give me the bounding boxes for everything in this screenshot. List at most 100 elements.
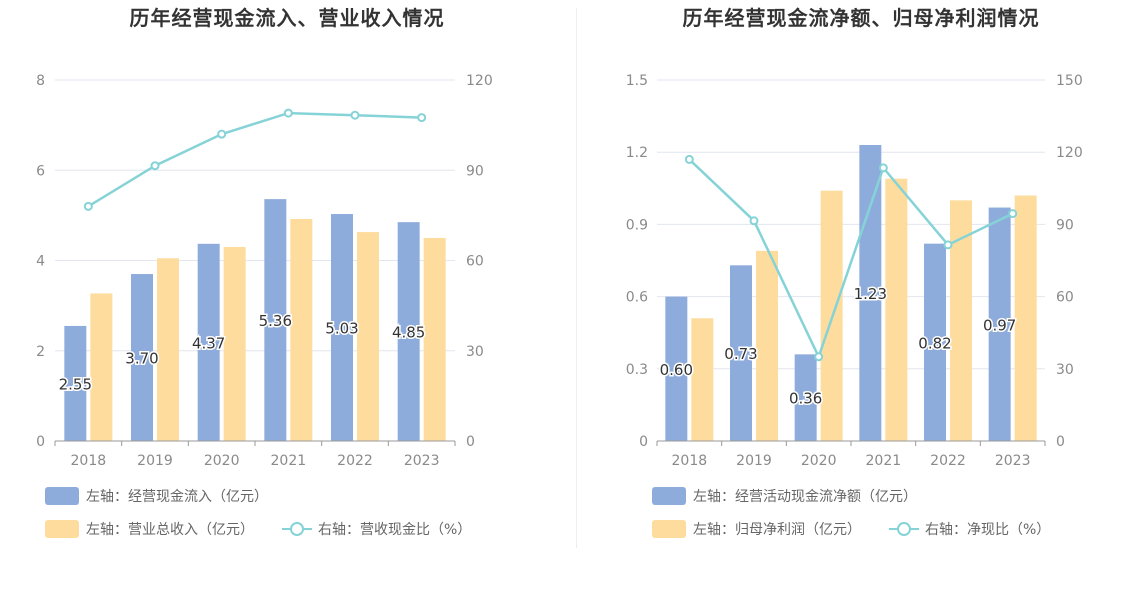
chart-title: 历年经营现金流入、营业收入情况 (129, 6, 445, 30)
chart-plot-area: 0 0 0.3 30 0.6 60 0.9 90 1.2 120 1.5 150 2018 0.60 201… (626, 73, 1083, 469)
bar-series2 (290, 218, 313, 441)
data-label: 0.73 (724, 345, 757, 363)
x-tick-label: 2020 (801, 453, 837, 469)
y-left-tick-label: 2 (36, 344, 45, 360)
bar-series2 (950, 200, 972, 441)
y-left-tick-label: 0.3 (626, 362, 648, 378)
data-label: 0.97 (983, 316, 1016, 334)
legend-label-bar2: 左轴：归母净利润（亿元） (693, 522, 861, 538)
y-left-tick-label: 0 (36, 434, 45, 450)
line-series (87, 111, 422, 208)
bar-series1 (730, 265, 752, 441)
bar-series2 (90, 293, 113, 441)
legend-item-line[interactable]: 右轴：营收现金比（%） (282, 519, 471, 539)
line-point (684, 154, 694, 164)
bar-series2 (357, 232, 379, 441)
x-tick-label: 2019 (736, 453, 772, 469)
bar-series1 (665, 296, 688, 441)
chart-panel-left: 历年经营现金流入、营业收入情况 0 0 2 30 4 60 6 90 8 120 2018 2.55 2… (36, 6, 493, 539)
data-label: 5.36 (259, 312, 292, 330)
bar-series2 (423, 237, 446, 441)
line-point (150, 161, 160, 171)
x-tick-label: 2022 (337, 453, 373, 469)
y-right-tick-label: 30 (466, 344, 484, 360)
legend-row-2: 左轴：营业总收入（亿元） 右轴：营收现金比（%） (45, 519, 471, 539)
bar-series1 (64, 325, 87, 441)
legend-label-line: 右轴：净现比（%） (925, 522, 1051, 538)
bar-series1 (794, 354, 817, 441)
data-label: 4.37 (192, 334, 225, 352)
data-label: 0.36 (789, 390, 822, 408)
line-point (749, 216, 759, 226)
y-left-tick-label: 1.5 (626, 73, 648, 89)
y-right-tick-label: 60 (466, 254, 484, 270)
line-point (878, 163, 888, 173)
line-point (217, 129, 227, 139)
y-left-tick-label: 6 (36, 163, 45, 179)
line-point (350, 110, 360, 120)
y-left-tick-label: 0.9 (626, 217, 648, 233)
legend-item-line[interactable]: 右轴：净现比（%） (889, 519, 1050, 539)
bar-series1 (197, 243, 220, 441)
legend-row-2: 左轴：归母净利润（亿元） 右轴：净现比（%） (652, 519, 1050, 539)
chart-plot-area: 0 0 2 30 4 60 6 90 8 120 2018 2.55 2019 3.70 2020 4.37 2… (36, 73, 493, 469)
y-right-tick-label: 0 (466, 434, 475, 450)
line-point (283, 108, 293, 118)
legend-swatch-bar1 (652, 487, 686, 505)
x-tick-label: 2023 (995, 453, 1031, 469)
legend-label-line: 右轴：营收现金比（%） (318, 522, 472, 538)
legend-item-bar1[interactable]: 左轴：经营现金流入（亿元） (45, 486, 268, 506)
legend-swatch-bar1 (45, 487, 79, 505)
y-right-tick-label: 120 (466, 73, 493, 89)
legend-swatch-bar2 (652, 520, 686, 538)
bar-series1 (264, 199, 287, 441)
bar-series1 (331, 214, 353, 441)
y-right-tick-label: 90 (1056, 217, 1074, 233)
chart-title: 历年经营现金流净额、归母净利润情况 (682, 6, 1040, 30)
legend-line-key-icon (282, 522, 312, 536)
data-label: 5.03 (325, 320, 358, 338)
legend-item-bar2[interactable]: 左轴：营业总收入（亿元） (45, 519, 254, 539)
chart-panel-right: 历年经营现金流净额、归母净利润情况 0 0 0.3 30 0.6 60 0.9 90 1.2 12… (574, 0, 1148, 589)
legend-item-bar1[interactable]: 左轴：经营活动现金流净额（亿元） (652, 486, 917, 506)
data-label: 0.82 (918, 334, 951, 352)
line-point (83, 201, 93, 211)
x-tick-label: 2018 (672, 453, 708, 469)
x-tick-label: 2020 (204, 453, 240, 469)
x-tick-label: 2019 (137, 453, 173, 469)
line-series (688, 158, 1014, 361)
y-right-tick-label: 120 (1056, 145, 1083, 161)
y-left-tick-label: 4 (36, 254, 45, 270)
legend-label-bar1: 左轴：经营活动现金流净额（亿元） (693, 489, 917, 505)
y-right-tick-label: 30 (1056, 362, 1074, 378)
y-right-tick-label: 60 (1056, 290, 1074, 306)
data-label: 3.70 (125, 350, 158, 368)
y-right-tick-label: 90 (466, 163, 484, 179)
bar-series2 (157, 258, 179, 441)
legend-label-bar2: 左轴：营业总收入（亿元） (86, 522, 254, 538)
legend-item-bar2[interactable]: 左轴：归母净利润（亿元） (652, 519, 861, 539)
y-left-tick-label: 0.6 (626, 290, 648, 306)
bar-series1 (397, 222, 420, 441)
y-left-tick-label: 8 (36, 73, 45, 89)
bar-series2 (1014, 195, 1037, 441)
x-tick-label: 2023 (404, 453, 440, 469)
bar-series1 (988, 207, 1011, 441)
y-right-tick-label: 0 (1056, 434, 1065, 450)
x-tick-label: 2021 (866, 453, 902, 469)
legend-line-key-icon (889, 522, 919, 536)
bar-series1 (924, 243, 946, 441)
data-label: 4.85 (392, 324, 425, 342)
line-point (417, 113, 427, 123)
data-label: 0.60 (660, 361, 693, 379)
legend-swatch-bar2 (45, 520, 79, 538)
data-label: 2.55 (59, 375, 92, 393)
data-label: 1.23 (854, 285, 887, 303)
x-tick-label: 2018 (71, 453, 107, 469)
bar-series2 (756, 250, 778, 441)
line-point (814, 352, 824, 362)
bar-series2 (885, 178, 908, 441)
y-right-tick-label: 150 (1056, 73, 1083, 89)
bar-series1 (131, 274, 153, 441)
bar-series2 (223, 246, 246, 441)
